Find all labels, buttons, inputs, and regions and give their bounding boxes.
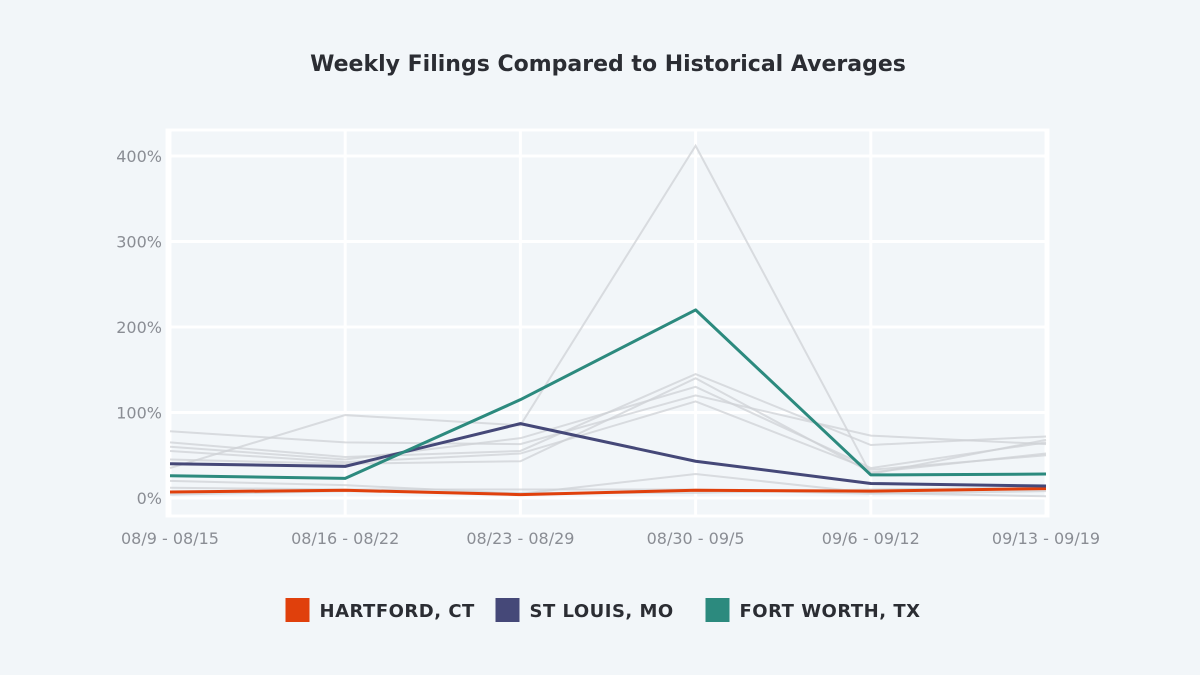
background-series-line — [169, 385, 1047, 470]
x-tick-label: 09/13 - 09/19 — [992, 529, 1100, 548]
y-tick-label: 0% — [137, 489, 162, 508]
x-tick-label: 09/6 - 09/12 — [822, 529, 920, 548]
series-line — [169, 422, 1047, 488]
chart-title: Weekly Filings Compared to Historical Av… — [310, 52, 906, 77]
x-tick-label: 08/9 - 08/15 — [121, 529, 219, 548]
legend-label: ST LOUIS, MO — [530, 601, 674, 622]
background-series-line — [169, 377, 1047, 474]
legend-swatch — [495, 598, 520, 622]
highlighted-series-lines — [169, 308, 1047, 497]
x-axis-tick-labels: 08/9 - 08/15 08/16 - 08/22 08/23 - 08/29 08… — [121, 529, 1100, 548]
x-gridlines — [168, 130, 1048, 516]
y-tick-label: 400% — [116, 147, 162, 166]
legend-swatch — [285, 598, 310, 622]
y-tick-label: 100% — [116, 404, 162, 423]
series-line — [169, 487, 1047, 497]
legend-label: FORT WORTH, TX — [740, 601, 921, 622]
y-tick-label: 200% — [116, 318, 162, 337]
x-tick-label: 08/23 - 08/29 — [466, 529, 574, 548]
gridlines — [167, 154, 1048, 500]
y-axis-tick-labels: 0% 100% 200% 300% 400% — [116, 147, 162, 508]
x-tick-label: 08/16 - 08/22 — [291, 529, 399, 548]
legend: HARTFORD, CT ST LOUIS, MO FORT WORTH, TX — [285, 598, 921, 622]
legend-label: HARTFORD, CT — [320, 601, 476, 622]
legend-swatch — [705, 598, 730, 622]
series-line — [169, 308, 1047, 480]
plot-area — [165, 128, 1050, 518]
y-tick-label: 300% — [116, 233, 162, 252]
x-tick-label: 08/30 - 09/5 — [647, 529, 745, 548]
background-series-line — [169, 400, 1047, 471]
